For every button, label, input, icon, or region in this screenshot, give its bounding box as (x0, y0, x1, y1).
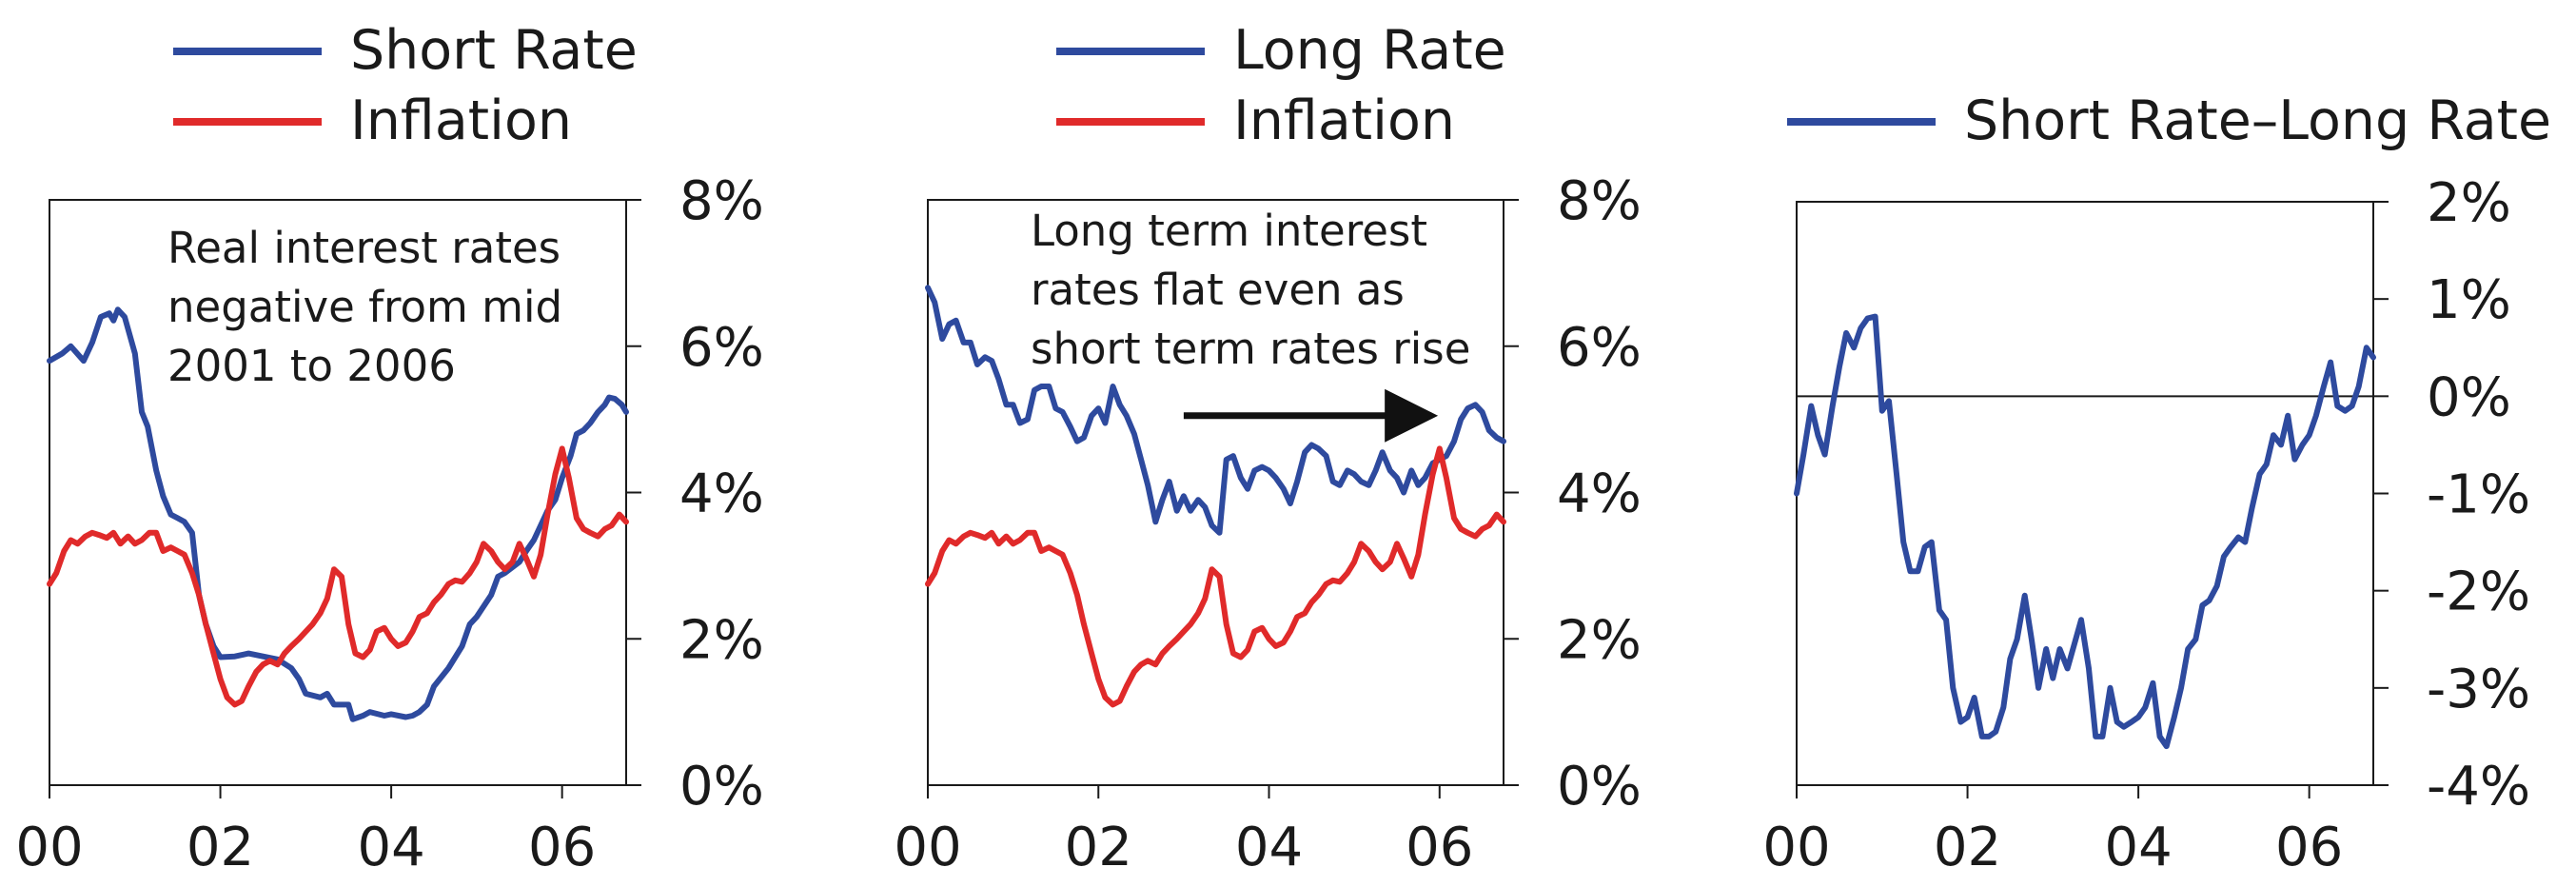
series-group (925, 285, 1506, 708)
y-tick-label: 8% (1557, 170, 1642, 232)
annotation: Real interest rates negative from mid 20… (167, 223, 562, 391)
x-tick-label: 06 (2275, 817, 2343, 878)
chart-panel-short-rate-inflation: Short Rate Inflation Real interest rates… (15, 19, 763, 878)
x-tick-label: 00 (894, 817, 961, 878)
legend-label: Inflation (350, 89, 572, 152)
series-line-short-rate (47, 306, 629, 722)
annotation: Long term interest rates flat even as sh… (1031, 206, 1470, 374)
series-line-short-rate-long-rate (1794, 313, 2376, 750)
y-tick-label: 2% (679, 609, 764, 671)
annotation-line: Real interest rates (167, 223, 560, 273)
y-tick-label: 8% (679, 170, 764, 232)
y-tick-label: -2% (2427, 562, 2530, 623)
plot-frame (1796, 201, 2374, 786)
y-tick-label: -3% (2427, 659, 2530, 720)
legend-label: Short Rate (350, 19, 638, 82)
legend-label: Short Rate–Long Rate (1964, 89, 2551, 152)
axes: -4% -3% -2% -1% 0% 1% 2% 00 02 04 06 (1762, 172, 2530, 878)
axes: 0% 2% 4% 6% 8% 00 02 04 06 (894, 170, 1641, 878)
y-tick-label: 0% (2427, 366, 2511, 428)
annotation-line: Long term interest (1031, 206, 1427, 256)
annotation-line: short term rates rise (1031, 324, 1470, 374)
y-tick-label: 2% (2427, 172, 2511, 234)
series-line-long-rate (925, 285, 1506, 536)
x-tick-label: 04 (1235, 817, 1303, 878)
annotation-line: 2001 to 2006 (167, 341, 456, 391)
x-tick-label: 00 (1762, 817, 1830, 878)
x-tick-label: 02 (1065, 817, 1132, 878)
y-tick-label: -4% (2427, 756, 2530, 818)
chart-panel-long-rate-inflation: Long Rate Inflation Long term interest r… (894, 19, 1641, 878)
x-tick-label: 04 (357, 817, 424, 878)
y-tick-label: 6% (679, 317, 764, 379)
y-tick-label: 4% (679, 463, 764, 525)
series-line-inflation (925, 445, 1506, 708)
series-line-inflation (47, 445, 629, 708)
x-tick-label: 02 (1934, 817, 2001, 878)
series-group (1794, 313, 2376, 750)
y-tick-label: 2% (1557, 609, 1642, 671)
x-tick-label: 04 (2104, 817, 2172, 878)
y-tick-label: 0% (679, 756, 764, 818)
x-tick-label: 00 (15, 817, 83, 878)
series-group (47, 306, 629, 722)
chart-panel-rate-spread: Short Rate–Long Rate -4% -3% -2% -1% 0% 1% 2% 0… (1762, 89, 2551, 878)
y-tick-label: 1% (2427, 269, 2511, 331)
y-tick-label: 0% (1557, 756, 1642, 818)
legend-label: Inflation (1233, 89, 1455, 152)
x-tick-label: 06 (1406, 817, 1473, 878)
annotation-line: negative from mid (167, 282, 562, 332)
y-tick-label: -1% (2427, 464, 2530, 526)
y-tick-label: 6% (1557, 317, 1642, 379)
axes: 0% 2% 4% 6% 8% 00 02 04 06 (15, 170, 763, 878)
y-tick-label: 4% (1557, 463, 1642, 525)
annotation-line: rates flat even as (1031, 265, 1405, 315)
x-tick-label: 02 (187, 817, 254, 878)
legend-label: Long Rate (1233, 19, 1506, 82)
x-tick-label: 06 (528, 817, 596, 878)
